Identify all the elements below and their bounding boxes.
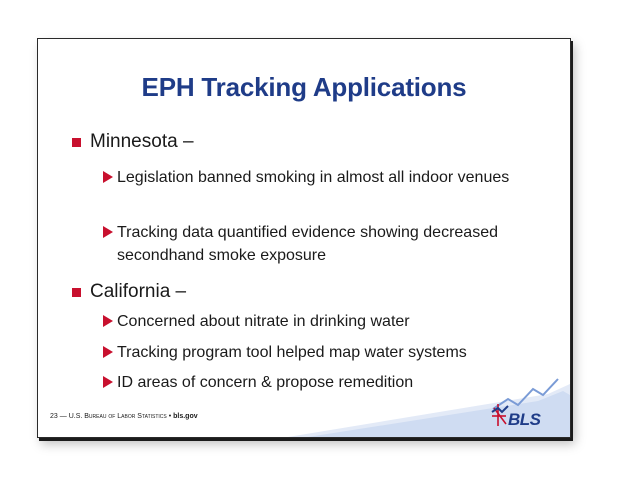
list-item-text: Legislation banned smoking in almost all… — [117, 169, 510, 186]
slide-footer: 23 — U.S. Bureau of Labor Statistics • b… — [50, 413, 198, 420]
triangle-bullet-icon — [103, 346, 113, 358]
agency-name: U.S. Bureau of Labor Statistics — [68, 413, 167, 420]
triangle-bullet-icon — [103, 315, 113, 327]
section-heading-california: California – — [72, 281, 187, 303]
section-heading-minnesota: Minnesota – — [72, 131, 194, 153]
footer-separator: — — [59, 413, 67, 420]
page-number: 23 — [50, 413, 58, 420]
footer-url: bls.gov — [173, 413, 198, 420]
section-heading-label: Minnesota – — [90, 131, 194, 152]
list-item: Concerned about nitrate in drinking wate… — [103, 310, 537, 333]
list-item-text: Tracking data quantified evidence showin… — [117, 224, 498, 264]
bls-logo-icon — [491, 404, 509, 426]
list-item: Legislation banned smoking in almost all… — [103, 166, 537, 189]
list-item: Tracking data quantified evidence showin… — [103, 221, 537, 267]
footer-bullet: • — [168, 413, 172, 420]
logo-text: BLS — [508, 410, 541, 429]
decorative-ribbon — [288, 378, 570, 437]
list-item-text: Tracking program tool helped map water s… — [117, 344, 467, 361]
square-bullet-icon — [72, 138, 81, 147]
triangle-bullet-icon — [103, 171, 113, 183]
square-bullet-icon — [72, 288, 81, 297]
list-item: ID areas of concern & propose remedition — [103, 371, 537, 394]
list-item-text: ID areas of concern & propose remedition — [117, 374, 414, 391]
slide: EPH Tracking Applications Minnesota – Le… — [37, 38, 571, 438]
slide-title: EPH Tracking Applications — [141, 72, 467, 102]
section-heading-label: California – — [90, 281, 187, 302]
list-item: Tracking program tool helped map water s… — [103, 341, 537, 364]
triangle-bullet-icon — [103, 226, 113, 238]
list-item-text: Concerned about nitrate in drinking wate… — [117, 313, 410, 330]
triangle-bullet-icon — [103, 376, 113, 388]
